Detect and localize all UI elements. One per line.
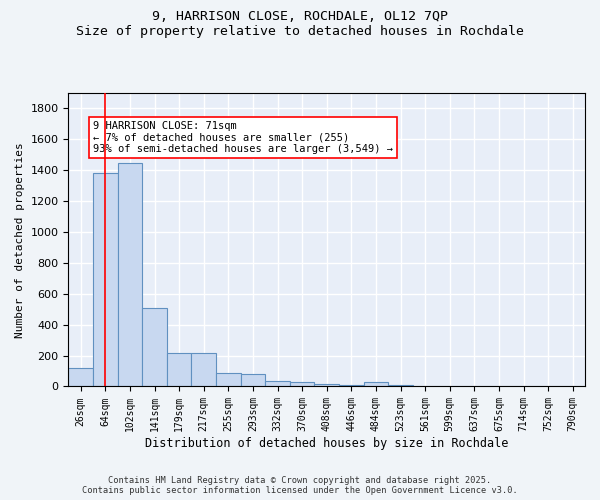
Bar (388, 385, 413, 386)
Text: Contains HM Land Registry data © Crown copyright and database right 2025.
Contai: Contains HM Land Registry data © Crown c… (82, 476, 518, 495)
Bar (118, 162, 142, 386)
Bar (167, 354, 191, 386)
Bar (93, 174, 118, 386)
Bar (241, 374, 265, 386)
Bar (216, 372, 241, 386)
Bar (339, 384, 364, 386)
Bar (314, 384, 339, 386)
Text: 9 HARRISON CLOSE: 71sqm
← 7% of detached houses are smaller (255)
93% of semi-de: 9 HARRISON CLOSE: 71sqm ← 7% of detached… (93, 121, 393, 154)
Bar (191, 354, 216, 386)
Bar (142, 308, 167, 386)
Bar (265, 381, 290, 386)
X-axis label: Distribution of detached houses by size in Rochdale: Distribution of detached houses by size … (145, 437, 508, 450)
Bar (68, 368, 93, 386)
Text: 9, HARRISON CLOSE, ROCHDALE, OL12 7QP
Size of property relative to detached hous: 9, HARRISON CLOSE, ROCHDALE, OL12 7QP Si… (76, 10, 524, 38)
Bar (290, 382, 314, 386)
Y-axis label: Number of detached properties: Number of detached properties (15, 142, 25, 338)
Bar (364, 382, 388, 386)
